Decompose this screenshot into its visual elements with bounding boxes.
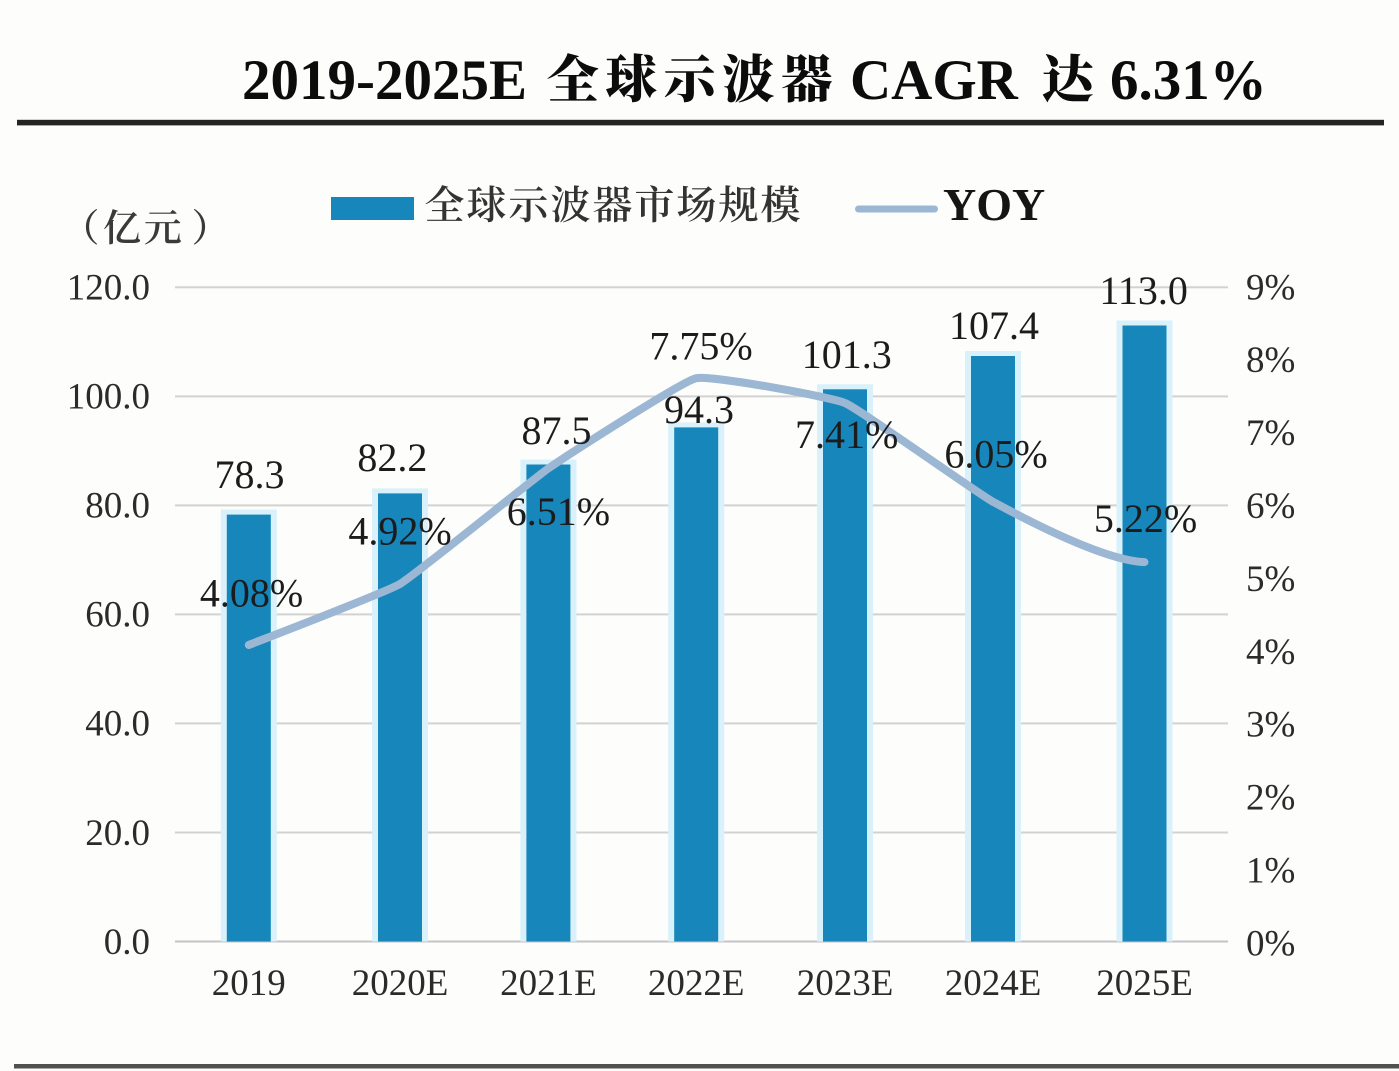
svg-text:107.4: 107.4 (949, 303, 1039, 348)
svg-text:100.0: 100.0 (67, 377, 150, 418)
svg-text:7.75%: 7.75% (649, 324, 752, 369)
svg-text:7%: 7% (1246, 413, 1295, 454)
svg-text:2019-2025E: 2019-2025E (242, 49, 527, 112)
svg-text:4%: 4% (1246, 632, 1295, 673)
svg-text:101.3: 101.3 (802, 332, 892, 377)
svg-text:7.41%: 7.41% (795, 412, 898, 457)
svg-text:2019: 2019 (212, 963, 286, 1004)
svg-text:2021E: 2021E (500, 963, 597, 1004)
svg-text:0%: 0% (1246, 923, 1295, 964)
svg-text:2%: 2% (1246, 778, 1295, 819)
svg-text:2022E: 2022E (648, 963, 745, 1004)
svg-text:5%: 5% (1246, 559, 1295, 600)
svg-text:5.22%: 5.22% (1094, 496, 1197, 541)
svg-text:CAGR: CAGR (850, 49, 1019, 112)
svg-text:0.0: 0.0 (104, 922, 150, 963)
svg-text:87.5: 87.5 (522, 408, 592, 453)
svg-text:78.3: 78.3 (215, 452, 285, 497)
svg-text:1%: 1% (1246, 851, 1295, 892)
svg-text:6.05%: 6.05% (944, 432, 1047, 477)
svg-text:120.0: 120.0 (67, 268, 150, 309)
svg-text:60.0: 60.0 (85, 595, 150, 636)
svg-text:YOY: YOY (943, 179, 1045, 230)
svg-text:2023E: 2023E (797, 963, 894, 1004)
svg-text:6%: 6% (1246, 486, 1295, 527)
svg-text:4.92%: 4.92% (348, 509, 451, 554)
svg-text:80.0: 80.0 (85, 486, 150, 527)
svg-text:2020E: 2020E (352, 963, 449, 1004)
svg-text:2025E: 2025E (1096, 963, 1193, 1004)
svg-text:3%: 3% (1246, 705, 1295, 746)
svg-text:6.31%: 6.31% (1110, 49, 1267, 112)
svg-text:82.2: 82.2 (357, 435, 427, 480)
svg-text:8%: 8% (1246, 340, 1295, 381)
svg-text:113.0: 113.0 (1099, 268, 1188, 313)
svg-text:2024E: 2024E (945, 963, 1042, 1004)
svg-text:4.08%: 4.08% (200, 571, 303, 616)
svg-text:9%: 9% (1246, 267, 1295, 308)
svg-text:94.3: 94.3 (664, 387, 734, 432)
svg-text:20.0: 20.0 (85, 813, 150, 854)
svg-text:6.51%: 6.51% (507, 489, 610, 534)
svg-text:40.0: 40.0 (85, 704, 150, 745)
